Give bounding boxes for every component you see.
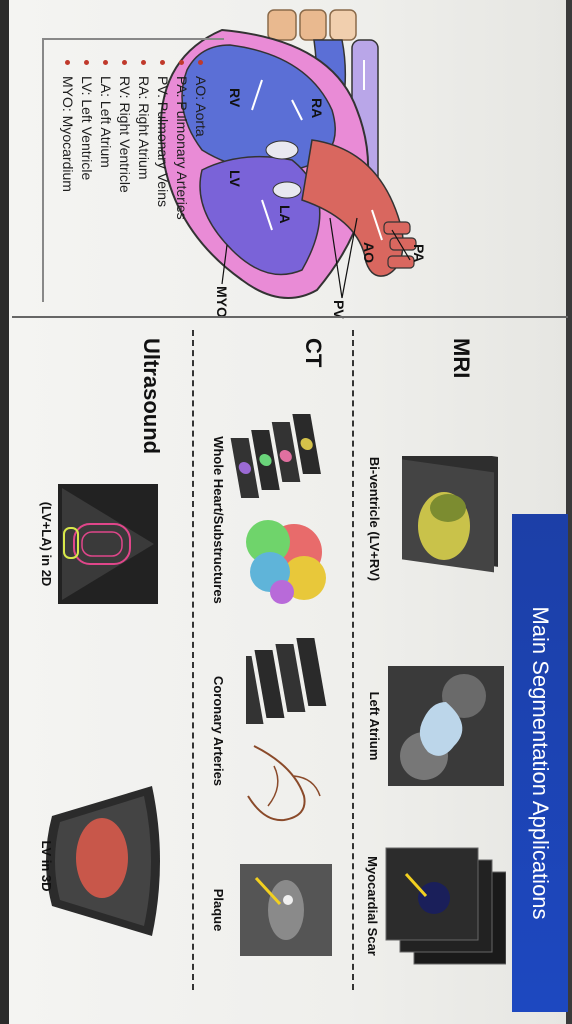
modality-label-mri: MRI (449, 338, 474, 379)
heart-label-pv: PV (331, 300, 347, 319)
row-divider (192, 330, 194, 990)
aorta-shape (301, 139, 404, 277)
heart-label-ao: AO (361, 242, 377, 263)
photo-frame-edge (0, 0, 9, 1024)
heart-anatomy-diagram: RA RV LA LV AO PA PV MYO (159, 9, 427, 319)
mri-biventricle-image (402, 456, 498, 573)
ct-coronary-slices-image (246, 638, 327, 724)
application-label: Myocardial Scar (365, 856, 380, 956)
heart-label-pa: PA (411, 244, 427, 262)
legend-list: AO: Aorta PA: Pulmonary Arteries PV: Pulmo… (58, 40, 224, 302)
abbreviation-legend: AO: Aorta PA: Pulmonary Arteries PV: Pulmo… (42, 38, 224, 302)
application-label: Coronary Arteries (211, 675, 226, 787)
ct-plaque-image (240, 864, 332, 956)
legend-item: LA: Left Atrium (96, 60, 115, 302)
heart-label-la: LA (277, 205, 293, 224)
heart-label-rv: RV (227, 88, 243, 108)
legend-item: RA: Right Atrium (134, 60, 153, 302)
application-label: Whole Heart/Substructures (211, 436, 226, 604)
legend-item: RV: Right Ventricle (115, 60, 134, 302)
ct-whole-heart-3d-image (246, 520, 326, 604)
row-divider (352, 330, 354, 990)
heart-label-lv: LV (227, 170, 243, 188)
application-label: Bi-ventricle (LV+RV) (367, 456, 382, 582)
ct-coronary-tree-image (247, 745, 321, 822)
heart-label-myo: MYO (214, 286, 230, 318)
legend-item: PV: Pulmonary Veins (153, 60, 172, 302)
heart-label-ra: RA (309, 98, 325, 118)
valves-shape (265, 140, 302, 199)
application-label: Left Atrium (367, 691, 382, 761)
ct-slices-image (230, 414, 321, 498)
mri-left-atrium-image (388, 666, 504, 786)
application-label: LV in 3D (39, 840, 54, 892)
panel-border (12, 316, 568, 318)
photo-frame-edge-right (566, 0, 572, 1024)
modality-label-ct: CT (301, 338, 326, 368)
ultrasound-2d-image (58, 484, 158, 604)
flow-arrows (251, 60, 383, 241)
legend-item: PA: Pulmonary Arteries (172, 60, 191, 302)
legend-item: AO: Aorta (191, 60, 210, 302)
legend-item: LV: Left Ventricle (77, 60, 96, 302)
application-label: Plaque (211, 888, 226, 932)
application-label: (LV+LA) in 2D (39, 501, 54, 587)
applications-panel: Main Segmentation Applications MRI Bi-ve… (10, 316, 570, 1016)
legend-item: MYO: Myocardium (58, 60, 77, 302)
mri-myocardial-scar-image (385, 847, 506, 965)
panel-title: Main Segmentation Applications (512, 514, 568, 1012)
ultrasound-3d-image (46, 786, 160, 936)
modality-label-ultrasound: Ultrasound (139, 338, 164, 455)
